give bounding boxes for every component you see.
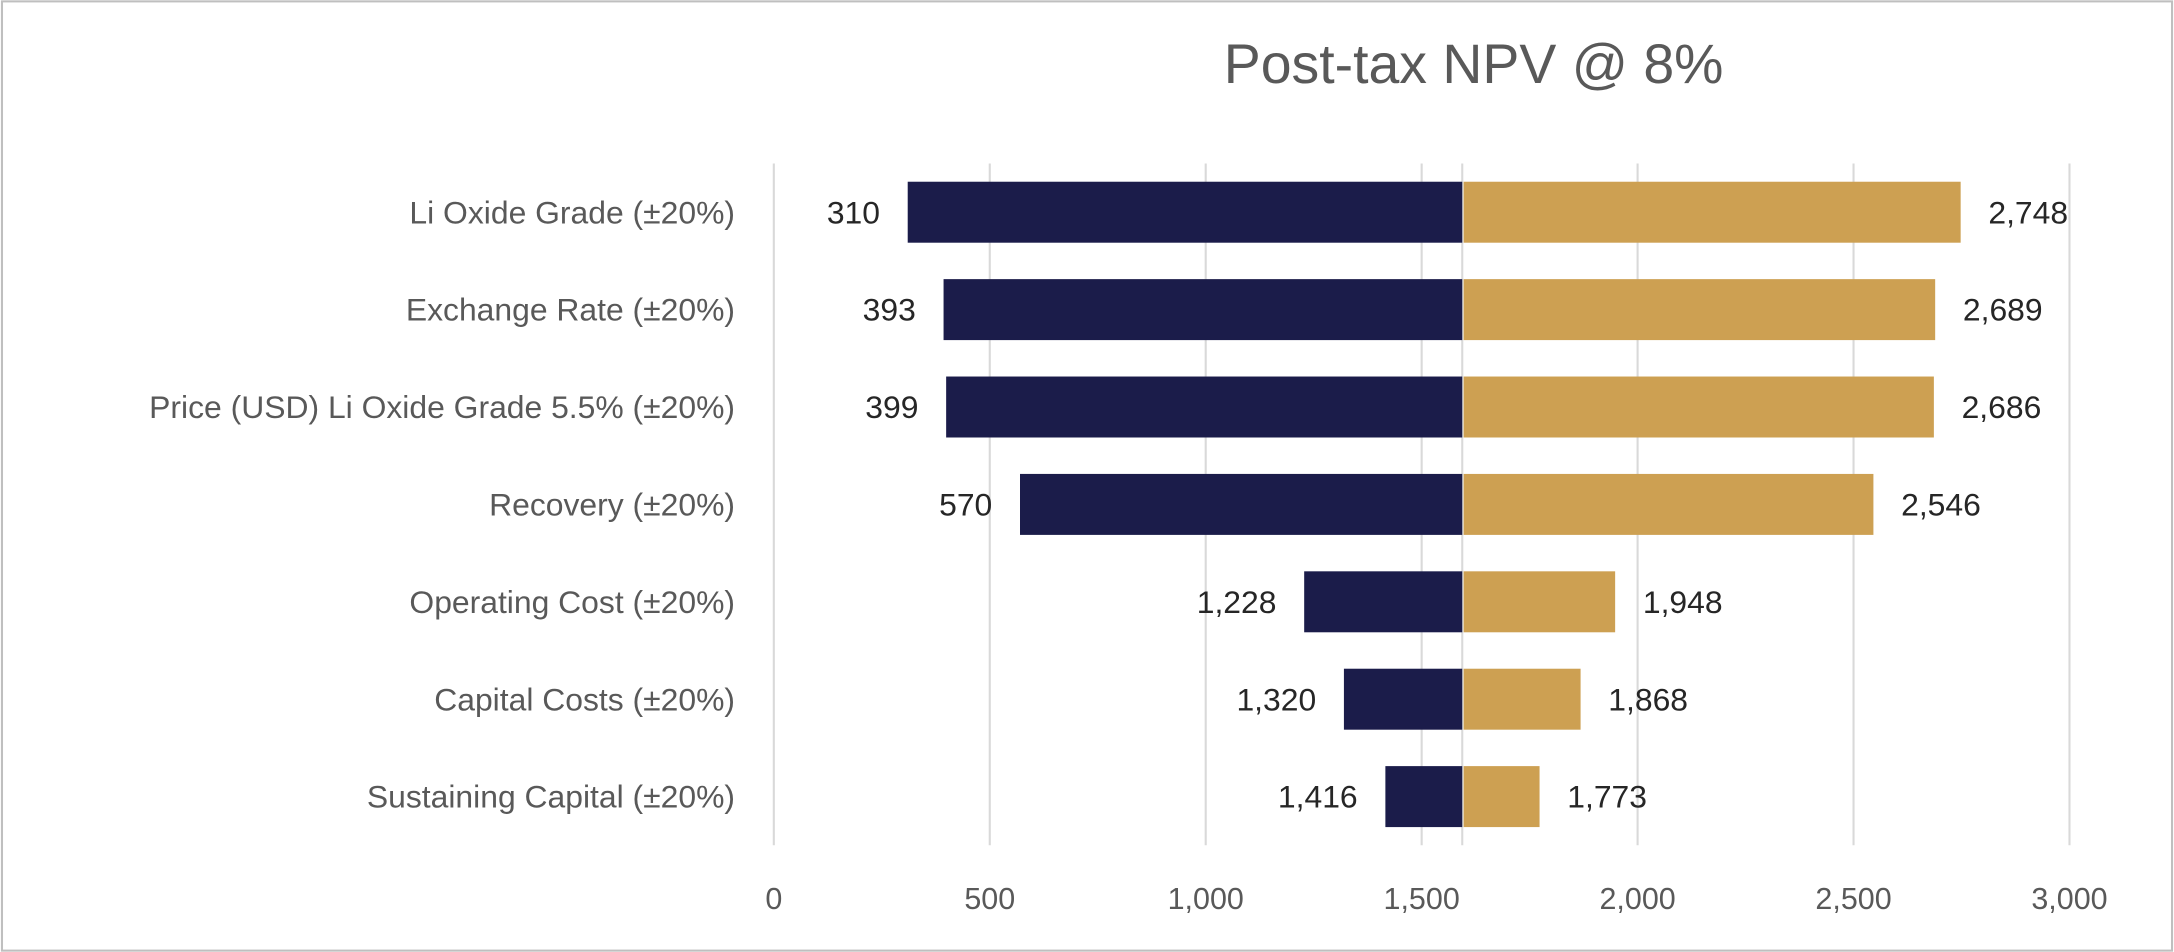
x-tick-label: 1,000 bbox=[1168, 882, 1244, 916]
data-label-low: 1,320 bbox=[1236, 681, 1316, 717]
bar-high bbox=[1463, 279, 1936, 341]
x-tick-label: 0 bbox=[765, 882, 782, 916]
data-label-high: 2,686 bbox=[1962, 389, 2042, 425]
bar-high bbox=[1463, 473, 1874, 535]
data-label-high: 1,773 bbox=[1567, 779, 1647, 815]
bar-low bbox=[1019, 473, 1463, 535]
category-label: Sustaining Capital (±20%) bbox=[367, 779, 735, 815]
data-label-low: 399 bbox=[865, 389, 918, 425]
bar-high bbox=[1463, 571, 1616, 633]
data-label-low: 1,228 bbox=[1197, 584, 1277, 620]
data-label-low: 393 bbox=[863, 292, 916, 328]
bar-low bbox=[907, 181, 1463, 243]
bar-high bbox=[1463, 766, 1540, 828]
bar-low bbox=[946, 376, 1463, 438]
bar-low bbox=[1304, 571, 1463, 633]
x-tick-label: 2,000 bbox=[1599, 882, 1675, 916]
bar-low bbox=[943, 279, 1463, 341]
category-label: Price (USD) Li Oxide Grade 5.5% (±20%) bbox=[149, 389, 735, 425]
category-label: Capital Costs (±20%) bbox=[434, 681, 735, 717]
x-tick-label: 500 bbox=[964, 882, 1015, 916]
category-label: Li Oxide Grade (±20%) bbox=[409, 194, 735, 230]
chart-title: Post-tax NPV @ 8% bbox=[1224, 33, 1724, 95]
data-label-high: 2,689 bbox=[1963, 292, 2043, 328]
bar-high bbox=[1463, 181, 1961, 243]
data-label-high: 2,748 bbox=[1988, 194, 2068, 230]
data-label-high: 1,948 bbox=[1643, 584, 1723, 620]
bar-low bbox=[1343, 668, 1463, 730]
bar-high bbox=[1463, 668, 1581, 730]
x-tick-label: 1,500 bbox=[1384, 882, 1460, 916]
bar-low bbox=[1385, 766, 1463, 828]
data-label-low: 570 bbox=[939, 486, 992, 522]
data-label-low: 310 bbox=[827, 194, 880, 230]
bar-high bbox=[1463, 376, 1934, 438]
x-tick-label: 3,000 bbox=[2031, 882, 2107, 916]
data-label-low: 1,416 bbox=[1278, 779, 1358, 815]
data-label-high: 2,546 bbox=[1901, 486, 1981, 522]
category-label: Recovery (±20%) bbox=[489, 486, 735, 522]
category-label: Operating Cost (±20%) bbox=[409, 584, 735, 620]
x-tick-label: 2,500 bbox=[1815, 882, 1891, 916]
category-label: Exchange Rate (±20%) bbox=[406, 292, 735, 328]
data-label-high: 1,868 bbox=[1608, 681, 1688, 717]
